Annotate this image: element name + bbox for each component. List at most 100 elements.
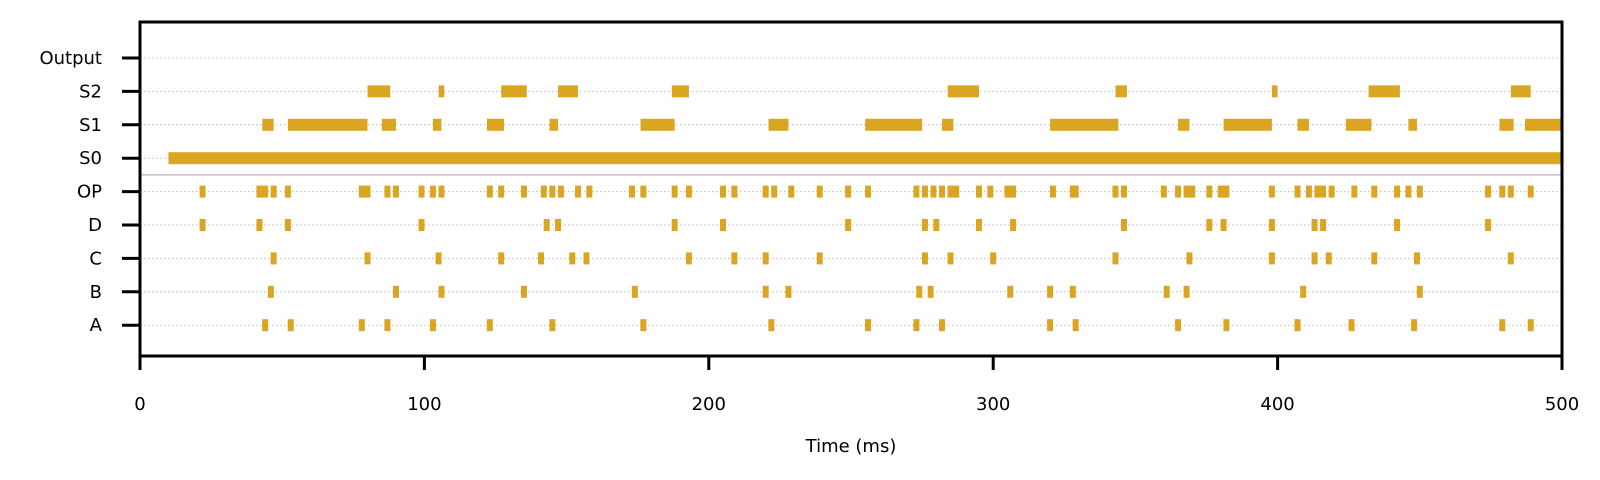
span-s1	[287, 118, 368, 131]
span-s1	[262, 118, 274, 131]
span-s1	[1223, 118, 1272, 131]
event-a	[262, 319, 269, 332]
event-d	[1206, 219, 1213, 231]
event-c	[1413, 252, 1420, 265]
event-op	[364, 185, 371, 198]
event-c	[1268, 252, 1275, 265]
span-s2	[367, 85, 391, 98]
event-a	[640, 319, 647, 332]
event-c	[270, 252, 277, 265]
y-tick-label-s0: S0	[79, 148, 102, 169]
event-d	[1220, 219, 1227, 231]
event-b	[438, 285, 445, 298]
event-c	[583, 252, 590, 265]
event-op	[1010, 185, 1017, 198]
span-s1	[768, 118, 789, 131]
event-c	[435, 252, 442, 265]
event-op	[1294, 185, 1301, 198]
event-d	[543, 219, 550, 231]
event-op	[1314, 185, 1321, 198]
event-op	[540, 185, 547, 198]
event-op	[1183, 185, 1190, 198]
event-c	[1325, 252, 1332, 265]
event-op	[557, 185, 564, 198]
span-s1	[1297, 118, 1309, 131]
event-op	[913, 185, 920, 198]
plot-frame	[138, 20, 1564, 358]
event-op	[1223, 185, 1230, 198]
event-op	[284, 185, 291, 198]
x-axis-label: Time (ms)	[805, 436, 897, 457]
event-op	[1189, 185, 1196, 198]
event-c	[1112, 252, 1119, 265]
event-c	[1311, 252, 1318, 265]
y-tick-label-s1: S1	[79, 115, 102, 136]
y-tick-label-op: OP	[77, 182, 102, 203]
span-s2	[438, 85, 445, 98]
y-tick-label-b: B	[90, 282, 102, 303]
span-s2	[1115, 85, 1127, 98]
event-op	[1507, 185, 1514, 198]
event-a	[384, 319, 391, 332]
span-s1	[486, 118, 505, 131]
event-a	[1294, 319, 1301, 332]
event-op	[392, 185, 399, 198]
event-a	[486, 319, 493, 332]
x-tick-label-500: 500	[1545, 394, 1579, 415]
event-op	[1160, 185, 1167, 198]
event-c	[731, 252, 738, 265]
event-op	[1175, 185, 1182, 198]
event-op	[1405, 185, 1412, 198]
event-op	[671, 185, 678, 198]
event-op	[1268, 185, 1275, 198]
event-c	[816, 252, 823, 265]
event-op	[1121, 185, 1128, 198]
span-s1	[381, 118, 396, 131]
event-op	[498, 185, 505, 198]
y-tick-label-d: D	[88, 215, 102, 236]
event-a	[358, 319, 365, 332]
event-op	[1217, 185, 1224, 198]
event-op	[731, 185, 738, 198]
event-op	[1328, 185, 1335, 198]
span-s1	[640, 118, 675, 131]
event-op	[1305, 185, 1312, 198]
span-s2	[1271, 85, 1278, 98]
y-tick-label-c: C	[89, 248, 102, 269]
span-s2	[671, 85, 689, 98]
event-op	[1485, 185, 1492, 198]
event-a	[429, 319, 436, 332]
event-d	[418, 219, 425, 231]
event-b	[762, 285, 769, 298]
event-a	[1499, 319, 1506, 332]
event-op	[1206, 185, 1213, 198]
event-b	[785, 285, 792, 298]
event-b	[1416, 285, 1423, 298]
event-d	[199, 219, 206, 231]
event-d	[671, 219, 678, 231]
x-tick-label-200: 200	[692, 394, 726, 415]
event-op	[1416, 185, 1423, 198]
event-a	[768, 319, 775, 332]
event-b	[1069, 285, 1076, 298]
event-op	[845, 185, 852, 198]
y-tick-label-a: A	[90, 315, 103, 336]
span-s0	[168, 152, 1563, 165]
event-d	[921, 219, 928, 231]
event-op	[384, 185, 391, 198]
span-s1	[942, 118, 954, 131]
event-c	[685, 252, 692, 265]
x-tick-label-300: 300	[976, 394, 1010, 415]
event-op	[1320, 185, 1327, 198]
event-op	[429, 185, 436, 198]
event-b	[916, 285, 923, 298]
event-d	[284, 219, 291, 231]
event-op	[865, 185, 872, 198]
event-d	[1394, 219, 1401, 231]
event-d	[555, 219, 562, 231]
event-b	[1163, 285, 1170, 298]
event-a	[287, 319, 294, 332]
span-s2	[1510, 85, 1531, 98]
event-op	[685, 185, 692, 198]
